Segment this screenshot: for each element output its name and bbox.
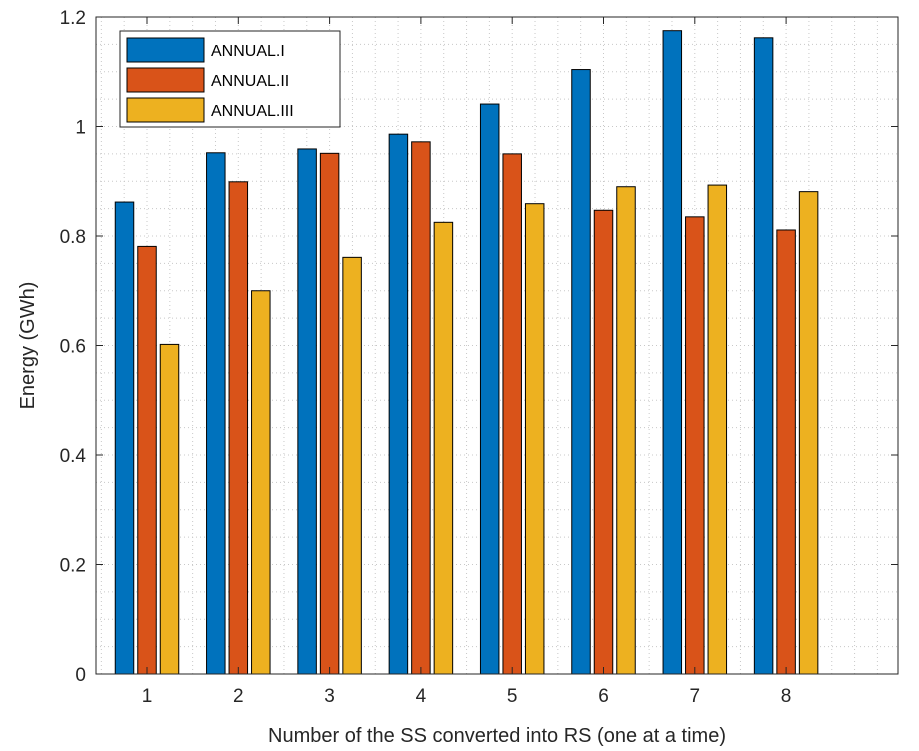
bar-annual-iii-4: [433, 221, 454, 675]
x-tick-label: 1: [142, 686, 153, 707]
y-tick-label: 1.2: [60, 8, 86, 29]
x-tick-label: 6: [598, 686, 609, 707]
y-tick-label: 0.6: [60, 337, 86, 358]
y-tick-label: 0.4: [60, 446, 87, 467]
bar-annual-ii-5: [502, 153, 522, 675]
bar-annual-ii-3: [319, 152, 340, 675]
bar-annual-iii-2: [251, 290, 271, 675]
bar-annual-iii-5: [524, 203, 545, 675]
x-axis-label: Number of the SS converted into RS (one …: [268, 725, 726, 747]
x-tick-label: 2: [233, 686, 244, 707]
bars: [114, 30, 819, 675]
bar-annual-ii-6: [593, 209, 614, 675]
bar-annual-ii-7: [685, 216, 705, 675]
x-tick-label: 4: [416, 686, 427, 707]
legend-label: ANNUAL.II: [211, 73, 289, 90]
legend-swatch: [126, 97, 205, 123]
bar-annual-i-6: [571, 69, 591, 675]
bar-annual-i-3: [297, 148, 317, 675]
legend-swatch: [126, 37, 205, 63]
bar-annual-i-8: [753, 37, 774, 675]
y-tick-label: 0.2: [60, 556, 86, 577]
legend-swatch: [126, 67, 205, 93]
bar-annual-ii-8: [776, 229, 796, 675]
y-axis-label: Energy (GWh): [17, 282, 39, 410]
legend-label: ANNUAL.III: [211, 103, 294, 120]
y-tick-label: 1: [75, 118, 86, 139]
bar-annual-ii-2: [228, 181, 249, 675]
bar-annual-iii-8: [798, 191, 819, 675]
legend-label: ANNUAL.I: [211, 43, 285, 60]
x-tick-label: 7: [690, 686, 701, 707]
bar-annual-iii-7: [707, 184, 728, 675]
y-tick-label: 0: [75, 665, 86, 686]
bar-annual-i-4: [388, 133, 409, 675]
bar-annual-iii-6: [616, 186, 636, 675]
bar-annual-iii-1: [159, 343, 180, 675]
y-tick-label: 0.8: [60, 227, 86, 248]
x-tick-label: 3: [324, 686, 335, 707]
x-tick-label: 8: [781, 686, 792, 707]
bar-annual-iii-3: [342, 256, 362, 675]
axis-ticks: 0 0.2 0.4 0.6 0.8 1 1.2 1 2 3 4 5 6 7 8: [60, 8, 898, 707]
bar-annual-i-5: [479, 103, 500, 675]
bar-annual-ii-4: [411, 141, 431, 675]
bar-annual-i-2: [206, 152, 226, 675]
x-tick-label: 5: [507, 686, 518, 707]
bar-annual-i-7: [662, 30, 683, 675]
legend: ANNUAL.I ANNUAL.II ANNUAL.III: [119, 30, 341, 128]
bar-annual-ii-1: [137, 245, 157, 675]
bar-annual-i-1: [114, 201, 135, 675]
